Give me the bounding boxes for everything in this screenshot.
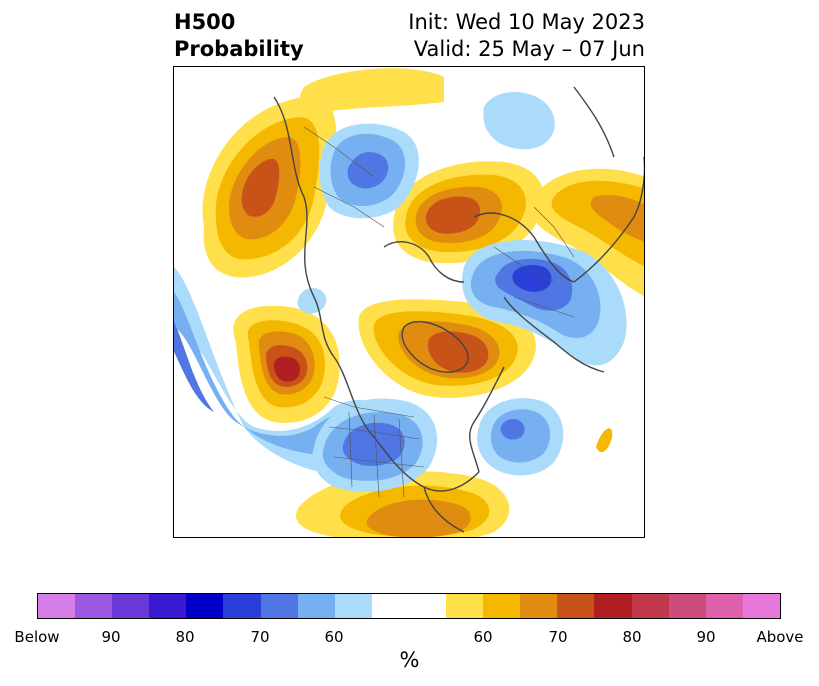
tick-80-above: 80 (622, 628, 642, 646)
valid-period: Valid: 25 May – 07 Jun (413, 37, 645, 61)
colorbar-ticks: Below 90 80 70 60 60 70 80 90 Above (0, 628, 819, 648)
colorbar-segment (38, 594, 76, 618)
probability-map (173, 66, 645, 538)
anomaly-above-northeast-pacific (202, 96, 337, 278)
colorbar-segment (334, 594, 372, 618)
anomaly-above-central-pacific (233, 305, 340, 423)
title-product: Probability (174, 37, 304, 61)
anomaly-below-top-right (483, 92, 555, 150)
tick-70-below: 70 (250, 628, 270, 646)
colorbar-segment (371, 594, 447, 618)
anomaly-below-us-interior (312, 398, 438, 492)
colorbar-segment (260, 594, 298, 618)
tick-above: Above (756, 628, 804, 646)
colorbar-segment (186, 594, 224, 618)
map-canvas (174, 68, 644, 537)
anomaly-above-north-eurasia (530, 168, 644, 296)
coastlines (273, 86, 644, 533)
init-date: Init: Wed 10 May 2023 (408, 10, 645, 34)
title-variable: H500 (174, 10, 236, 34)
tick-60-below: 60 (324, 628, 344, 646)
colorbar-segment (75, 594, 113, 618)
colorbar-segment (705, 594, 743, 618)
colorbar-segment (557, 594, 595, 618)
anomaly-below-alaska (319, 123, 419, 219)
title-right: Init: Wed 10 May 2023 Valid: 25 May – 07… (408, 9, 645, 63)
tick-70-above: 70 (548, 628, 568, 646)
title-left: H500 Probability (174, 9, 304, 63)
colorbar-segment (297, 594, 335, 618)
anomaly-below-central-small (297, 288, 327, 314)
tick-90-above: 90 (696, 628, 716, 646)
colorbar-segment (446, 594, 484, 618)
anomaly-above-top (300, 68, 444, 113)
colorbar-segment (223, 594, 261, 618)
anomaly-above-siberia (393, 161, 544, 264)
colorbar-segment (742, 594, 780, 618)
colorbar-segment (520, 594, 558, 618)
anomaly-below-western-europe (461, 240, 627, 366)
anomaly-above-atlantic-small (596, 428, 613, 453)
tick-80-below: 80 (175, 628, 195, 646)
colorbar-segment (668, 594, 706, 618)
tick-90-below: 90 (101, 628, 121, 646)
tick-60-above: 60 (473, 628, 493, 646)
colorbar-unit: % (399, 648, 420, 672)
colorbar-segment (594, 594, 632, 618)
colorbar-segment (483, 594, 521, 618)
political-borders (303, 126, 575, 498)
colorbar-segment (112, 594, 150, 618)
anomaly-below-north-atlantic (477, 398, 564, 476)
colorbar-segment (149, 594, 187, 618)
colorbar-segment (631, 594, 669, 618)
tick-below: Below (14, 628, 60, 646)
colorbar (37, 593, 781, 619)
